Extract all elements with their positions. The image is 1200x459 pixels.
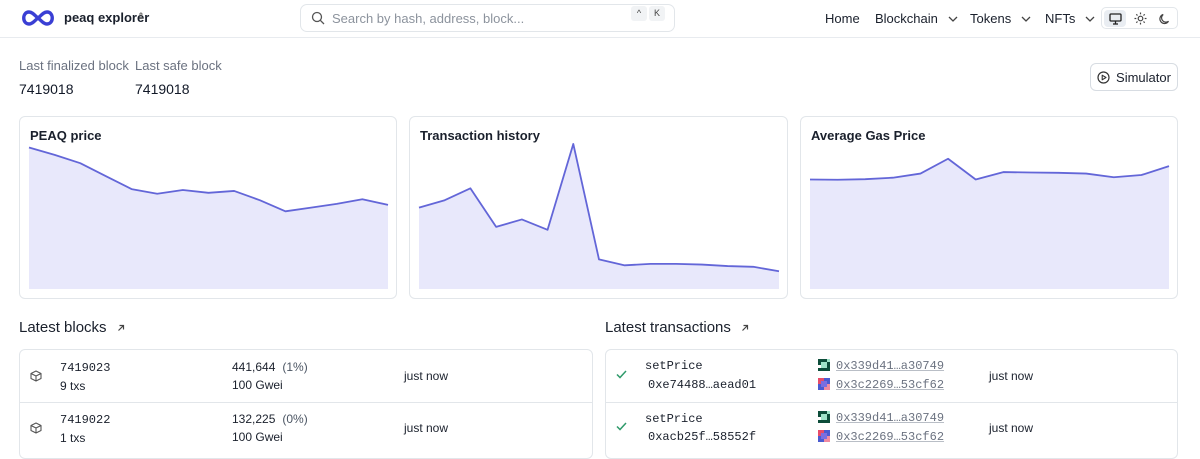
top-bar: peaq explorer ⇕ ^ K Home Blockchain Toke…	[0, 0, 1200, 38]
sun-icon[interactable]	[1129, 10, 1151, 27]
nav-tokens-label: Tokens	[970, 11, 1012, 26]
nav-tokens[interactable]: Tokens	[970, 11, 1031, 26]
from-address-avatar	[818, 359, 830, 371]
last-finalized-value: 7419018	[19, 81, 74, 97]
chart-area-fill	[29, 147, 388, 289]
chart-series-line	[418, 143, 780, 273]
block-base-fee: 100 Gwei	[232, 430, 283, 444]
block-row[interactable]: 7419022 1 txs 132,225 (0%) 100 Gwei just …	[20, 402, 592, 454]
simulator-label: Simulator	[1116, 69, 1171, 85]
latest-blocks-heading[interactable]: Latest blocks	[19, 319, 125, 336]
nav-blockchain-label: Blockchain	[875, 11, 938, 26]
chart-series-line	[28, 146, 389, 213]
chart-series-line	[809, 157, 1170, 181]
to-address-avatar	[818, 378, 830, 390]
block-time: just now	[404, 369, 449, 383]
cube-icon	[30, 422, 42, 434]
latest-blocks-list: 7419023 9 txs 441,644 (1%) 100 Gwei just …	[19, 349, 593, 459]
block-row[interactable]: 7419023 9 txs 441,644 (1%) 100 Gwei just …	[20, 350, 592, 402]
transaction-method: setPrice	[645, 412, 703, 426]
monitor-icon[interactable]	[1104, 10, 1126, 27]
latest-blocks-title: Latest blocks	[19, 319, 107, 336]
transaction-history-plot	[418, 143, 780, 289]
to-address-avatar	[818, 430, 830, 442]
block-txs: 1 txs	[60, 431, 86, 445]
from-address[interactable]: 0x339d41…a30749	[836, 411, 945, 425]
gas-value: 132,225	[232, 412, 276, 426]
play-circle-icon	[1097, 70, 1110, 84]
last-safe-label: Last safe block	[135, 58, 222, 73]
chevron-down-icon	[948, 16, 958, 22]
latest-transactions-list: setPrice 0xe74488…aead01 0x339d41…a30749…	[605, 349, 1178, 459]
block-gas-used: 132,225 (0%)	[232, 412, 308, 426]
chevron-down-icon	[1021, 16, 1031, 22]
to-address[interactable]: 0x3c2269…53cf62	[836, 378, 945, 392]
search-bar[interactable]	[300, 4, 675, 32]
nav-home[interactable]: Home	[825, 11, 860, 26]
transaction-hash[interactable]: 0xe74488…aead01	[648, 378, 757, 392]
transaction-time: just now	[989, 421, 1034, 435]
gas-percent: (0%)	[282, 412, 308, 426]
network-switch-icon[interactable]: ⇕	[137, 11, 145, 21]
latest-transactions-heading[interactable]: Latest transactions	[605, 319, 749, 336]
k-key-hint: K	[649, 6, 665, 21]
gas-percent: (1%)	[282, 360, 308, 374]
transaction-time: just now	[989, 369, 1034, 383]
transaction-row[interactable]: setPrice 0xe74488…aead01 0x339d41…a30749…	[606, 350, 1177, 402]
brand-name[interactable]: peaq explorer	[64, 10, 150, 25]
nav-blockchain[interactable]: Blockchain	[875, 11, 958, 26]
average-gas-price-plot	[809, 157, 1170, 289]
peaq-price-plot	[28, 146, 389, 289]
peaq-price-chart: PEAQ price	[19, 116, 397, 299]
last-finalized-label: Last finalized block	[19, 58, 129, 73]
from-address-avatar	[818, 411, 830, 423]
peaq-logo-icon[interactable]	[19, 7, 57, 29]
transaction-history-title: Transaction history	[420, 128, 540, 143]
transaction-history-chart: Transaction history	[409, 116, 788, 299]
block-number[interactable]: 7419022	[60, 413, 111, 427]
latest-transactions-title: Latest transactions	[605, 319, 731, 336]
check-icon	[616, 370, 627, 379]
chart-area-fill	[810, 158, 1169, 289]
search-icon	[311, 11, 325, 25]
transaction-hash[interactable]: 0xacb25f…58552f	[648, 430, 757, 444]
nav-nfts-label: NFTs	[1045, 11, 1076, 26]
transaction-row[interactable]: setPrice 0xacb25f…58552f 0x339d41…a30749…	[606, 402, 1177, 454]
transaction-method: setPrice	[645, 359, 703, 373]
block-time: just now	[404, 421, 449, 435]
chevron-down-icon	[1085, 16, 1095, 22]
moon-icon[interactable]	[1154, 10, 1176, 27]
to-address[interactable]: 0x3c2269…53cf62	[836, 430, 945, 444]
average-gas-price-title: Average Gas Price	[811, 128, 926, 143]
check-icon	[616, 422, 627, 431]
nav-home-label: Home	[825, 11, 860, 26]
gas-value: 441,644	[232, 360, 276, 374]
from-address[interactable]: 0x339d41…a30749	[836, 359, 945, 373]
peaq-price-title: PEAQ price	[30, 128, 102, 143]
theme-switcher	[1101, 7, 1178, 29]
arrow-up-right-icon	[741, 324, 749, 331]
simulator-button[interactable]: Simulator	[1090, 63, 1178, 91]
block-number[interactable]: 7419023	[60, 361, 111, 375]
cube-icon	[30, 370, 42, 382]
block-gas-used: 441,644 (1%)	[232, 360, 308, 374]
chart-area-fill	[419, 143, 779, 289]
arrow-up-right-icon	[117, 324, 124, 331]
last-safe-value: 7419018	[135, 81, 190, 97]
block-txs: 9 txs	[60, 379, 86, 393]
ctrl-key-hint: ^	[631, 6, 647, 21]
search-input[interactable]	[332, 9, 622, 27]
average-gas-price-chart: Average Gas Price	[800, 116, 1178, 299]
block-base-fee: 100 Gwei	[232, 378, 283, 392]
nav-nfts[interactable]: NFTs	[1045, 11, 1095, 26]
